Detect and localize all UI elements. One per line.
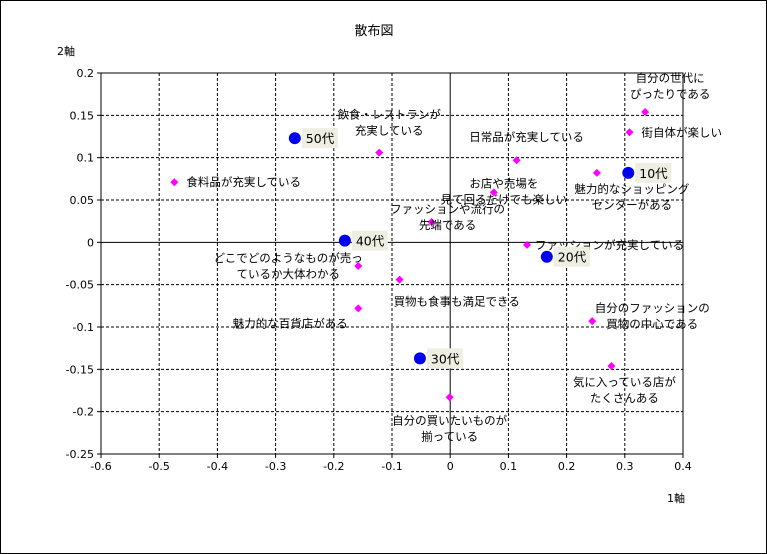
- x-tick-label: 0.2: [558, 460, 576, 473]
- group-marker: [413, 352, 426, 365]
- item-marker: [489, 188, 498, 197]
- item-marker: [427, 218, 436, 227]
- group-label: 20代: [558, 250, 587, 265]
- item-marker: [354, 304, 363, 313]
- group-label-bg: [301, 128, 338, 149]
- item-label: どこでどのようなものが売っ: [214, 251, 363, 265]
- group-label: 30代: [431, 351, 460, 366]
- item-label: お店や売場を: [469, 176, 538, 190]
- y-tick-label: -0.15: [66, 363, 94, 376]
- group-marker: [338, 234, 351, 247]
- item-label: 飲食・レストランが: [337, 108, 441, 122]
- item-label: 日常品が充実している: [469, 130, 584, 144]
- group-marker: [288, 132, 301, 145]
- y-tick-label: 0.05: [70, 194, 95, 207]
- y-tick-label: -0.2: [73, 406, 94, 419]
- item-label: センターがある: [592, 198, 673, 212]
- item-label: たくさんある: [590, 391, 659, 405]
- item-label: 気に入っている店が: [573, 375, 676, 389]
- x-tick-label: -0.2: [323, 460, 344, 473]
- item-label: ているか大体わかる: [236, 267, 340, 281]
- y-tick-label: 0.15: [70, 109, 95, 122]
- x-tick-label: -0.4: [207, 460, 228, 473]
- item-marker: [375, 148, 384, 157]
- x-tick-label: 0.3: [616, 460, 634, 473]
- y-tick-label: -0.1: [73, 321, 94, 334]
- item-marker: [354, 262, 363, 271]
- group-label: 10代: [639, 166, 668, 181]
- y-tick-label: 0.2: [77, 67, 95, 80]
- group-label-bg: [351, 230, 388, 251]
- item-marker: [445, 393, 454, 402]
- item-label: 先端である: [419, 218, 476, 232]
- item-marker: [170, 178, 179, 187]
- item-label: ファッションや流行の: [390, 202, 505, 216]
- item-label: 充実している: [355, 124, 424, 138]
- item-marker: [523, 240, 532, 249]
- y-tick-label: 0: [87, 236, 94, 249]
- item-label: 揃っている: [421, 429, 478, 443]
- item-label: 魅力的な百貨店がある: [233, 316, 348, 330]
- y-axis-label: 2軸: [57, 44, 75, 58]
- group-label-bg: [635, 162, 672, 183]
- item-label: 街自体が楽しい: [641, 125, 722, 139]
- group-label: 40代: [356, 234, 385, 249]
- item-marker: [607, 361, 616, 370]
- item-label: 魅力的なショッピング: [574, 182, 689, 196]
- item-label: 自分のファッションの: [595, 301, 710, 315]
- item-label: 自分の世代に: [636, 71, 705, 85]
- item-marker: [641, 107, 650, 116]
- x-tick-label: -0.3: [265, 460, 286, 473]
- item-label: 買物も食事も満足できる: [394, 295, 520, 309]
- group-marker: [540, 250, 553, 263]
- item-marker: [592, 168, 601, 177]
- x-tick-label: -0.5: [148, 460, 169, 473]
- x-tick-label: 0.4: [674, 460, 692, 473]
- item-label: 見て回るだけでも楽しい: [441, 192, 568, 206]
- item-label: ぴったりである: [630, 87, 710, 101]
- item-label: 自分の買いたいものが: [392, 413, 507, 427]
- x-axis-label: 1軸: [667, 491, 685, 505]
- x-tick-label: 0.1: [500, 460, 518, 473]
- x-tick-label: -0.6: [90, 460, 111, 473]
- y-tick-label: 0.1: [77, 152, 95, 165]
- item-marker: [625, 128, 634, 137]
- y-tick-label: -0.05: [66, 279, 94, 292]
- chart-title: 散布図: [354, 24, 393, 39]
- group-marker: [622, 166, 635, 179]
- x-tick-label: 0: [447, 460, 454, 473]
- y-tick-label: -0.25: [66, 448, 94, 461]
- item-label: 買物の中心である: [606, 317, 698, 331]
- item-label: 食料品が充実している: [186, 175, 301, 189]
- group-label: 50代: [306, 131, 335, 146]
- item-marker: [588, 317, 597, 326]
- x-tick-label: -0.1: [381, 460, 402, 473]
- item-marker: [395, 275, 404, 284]
- group-label-bg: [426, 348, 463, 369]
- item-marker: [512, 156, 521, 165]
- group-label-bg: [553, 246, 590, 267]
